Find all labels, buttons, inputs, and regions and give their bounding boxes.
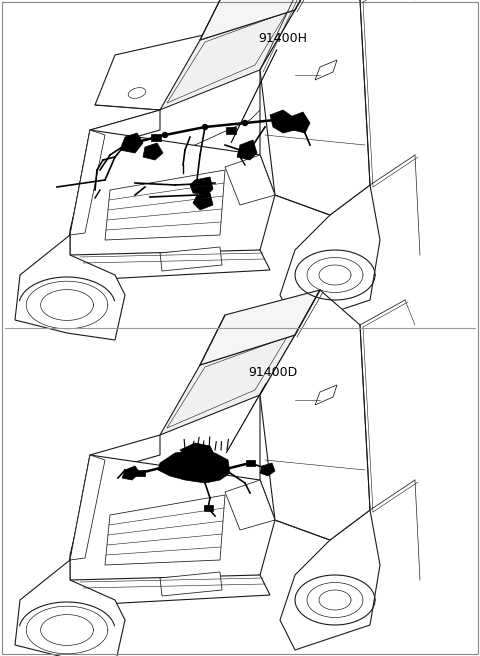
Circle shape [122, 142, 128, 148]
Polygon shape [120, 133, 143, 153]
Polygon shape [15, 560, 125, 656]
Polygon shape [70, 575, 270, 605]
Polygon shape [70, 455, 275, 600]
Polygon shape [70, 455, 105, 560]
Polygon shape [122, 466, 140, 480]
Polygon shape [260, 70, 360, 215]
Polygon shape [280, 185, 380, 325]
Polygon shape [200, 0, 320, 40]
Polygon shape [270, 110, 295, 133]
Polygon shape [290, 112, 310, 133]
Polygon shape [70, 130, 275, 275]
Bar [204, 505, 213, 511]
Polygon shape [70, 130, 105, 235]
Polygon shape [70, 250, 270, 280]
Polygon shape [260, 463, 275, 476]
Ellipse shape [128, 88, 146, 98]
Polygon shape [70, 435, 160, 560]
Polygon shape [90, 70, 275, 165]
Text: 91400D: 91400D [227, 365, 297, 453]
Circle shape [203, 125, 207, 129]
Bar [151, 134, 161, 141]
Polygon shape [193, 193, 213, 210]
Bar [136, 470, 145, 476]
Polygon shape [180, 443, 215, 460]
Circle shape [273, 117, 277, 123]
Polygon shape [280, 510, 380, 650]
Polygon shape [260, 290, 370, 540]
Bar [276, 120, 286, 127]
Polygon shape [315, 385, 337, 405]
Polygon shape [315, 60, 337, 80]
Polygon shape [160, 10, 295, 110]
Text: 91400H: 91400H [231, 31, 307, 142]
Bar [226, 127, 236, 134]
Circle shape [163, 133, 168, 138]
Polygon shape [95, 20, 315, 110]
Polygon shape [225, 480, 275, 530]
Polygon shape [225, 155, 275, 205]
Polygon shape [260, 0, 370, 215]
Bar [246, 460, 255, 466]
Polygon shape [237, 140, 257, 160]
Polygon shape [70, 110, 160, 235]
Polygon shape [158, 450, 230, 483]
Polygon shape [260, 395, 360, 540]
Polygon shape [160, 247, 222, 271]
Polygon shape [143, 143, 163, 160]
Polygon shape [190, 177, 213, 195]
Polygon shape [15, 235, 125, 340]
Polygon shape [160, 335, 295, 435]
Polygon shape [160, 572, 222, 596]
Circle shape [242, 121, 248, 125]
Polygon shape [200, 290, 320, 365]
